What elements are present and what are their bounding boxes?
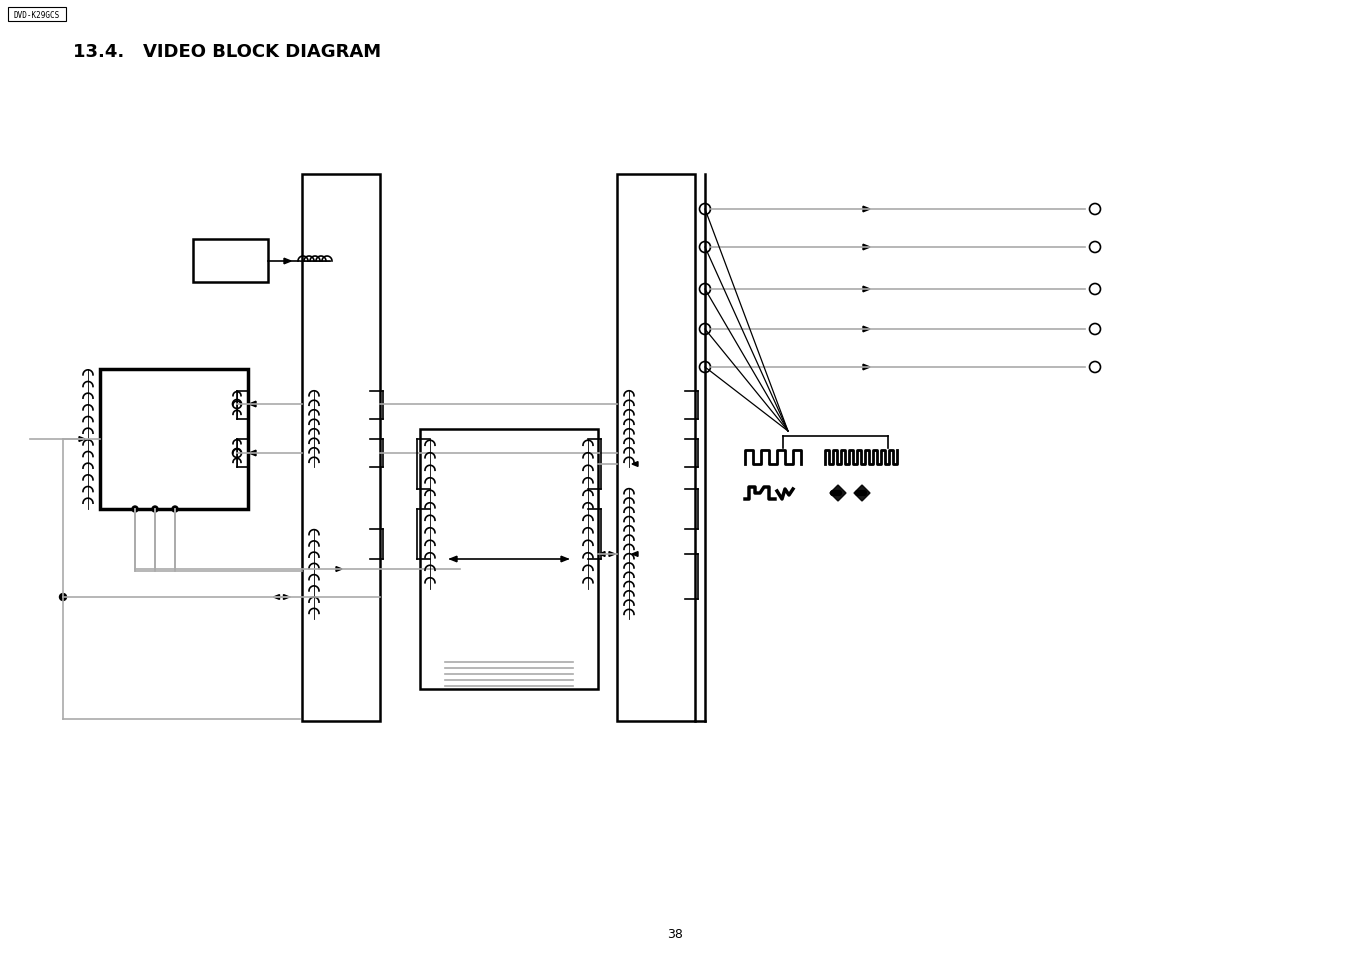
Circle shape bbox=[59, 594, 66, 601]
Circle shape bbox=[856, 491, 860, 496]
Circle shape bbox=[171, 506, 178, 513]
Polygon shape bbox=[609, 552, 616, 557]
Polygon shape bbox=[863, 245, 869, 251]
Polygon shape bbox=[562, 557, 568, 562]
Polygon shape bbox=[336, 567, 342, 572]
Polygon shape bbox=[830, 485, 846, 501]
Circle shape bbox=[830, 491, 836, 496]
Polygon shape bbox=[863, 207, 869, 213]
Text: DVD-K29GCS: DVD-K29GCS bbox=[14, 10, 61, 19]
Polygon shape bbox=[274, 595, 279, 599]
Polygon shape bbox=[632, 462, 639, 467]
Polygon shape bbox=[855, 485, 869, 501]
Polygon shape bbox=[450, 557, 458, 562]
Bar bbox=[8, 8, 66, 22]
Bar bbox=[617, 174, 695, 721]
Bar bbox=[193, 240, 269, 283]
Bar bbox=[302, 174, 379, 721]
Circle shape bbox=[132, 506, 138, 513]
Polygon shape bbox=[863, 287, 869, 293]
Circle shape bbox=[861, 491, 867, 496]
Polygon shape bbox=[863, 365, 869, 371]
Bar bbox=[420, 430, 598, 689]
Polygon shape bbox=[248, 402, 256, 407]
Circle shape bbox=[859, 491, 864, 496]
Circle shape bbox=[837, 491, 841, 496]
Polygon shape bbox=[80, 437, 85, 442]
Polygon shape bbox=[284, 595, 289, 599]
Bar bbox=[100, 370, 248, 510]
Polygon shape bbox=[599, 552, 605, 557]
Text: 13.4.   VIDEO BLOCK DIAGRAM: 13.4. VIDEO BLOCK DIAGRAM bbox=[73, 43, 381, 61]
Text: 38: 38 bbox=[667, 927, 683, 941]
Circle shape bbox=[833, 491, 838, 496]
Polygon shape bbox=[632, 552, 639, 557]
Polygon shape bbox=[863, 327, 869, 333]
Circle shape bbox=[153, 506, 158, 513]
Polygon shape bbox=[284, 259, 292, 265]
Polygon shape bbox=[248, 451, 256, 456]
